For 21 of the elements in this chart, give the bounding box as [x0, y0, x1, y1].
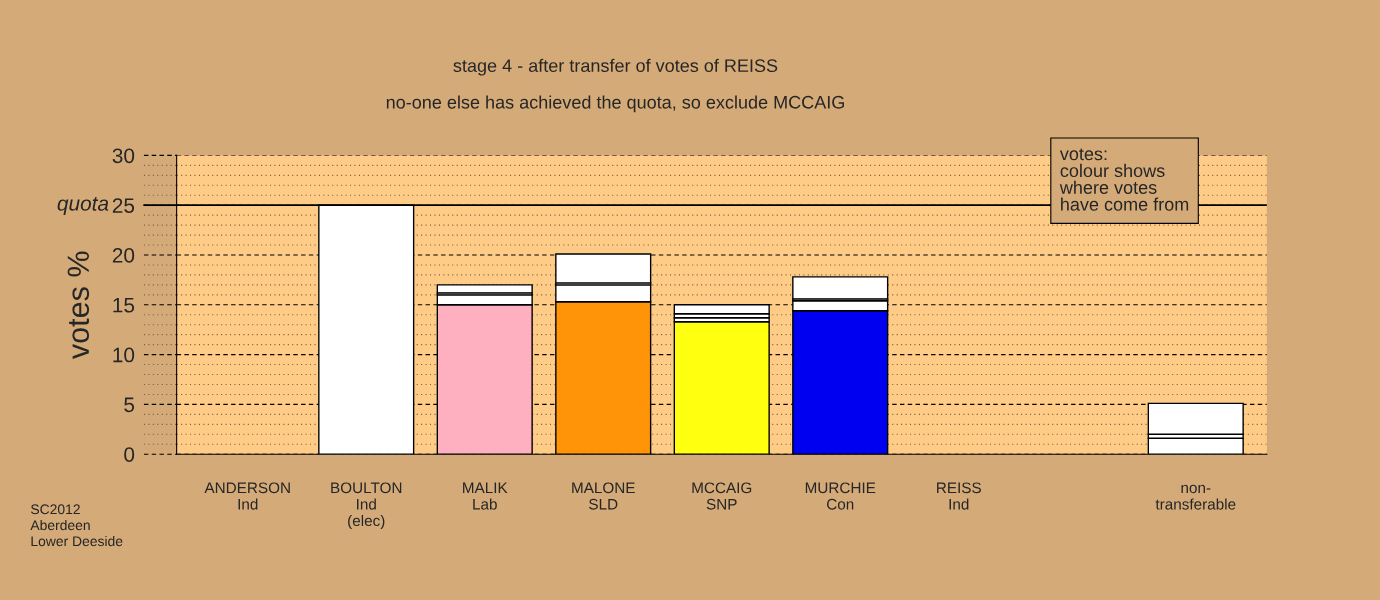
- y-tick-label: 5: [124, 397, 135, 413]
- y-tick-label: 30: [112, 148, 135, 164]
- y-axis-title: votes %: [67, 251, 90, 360]
- y-tick-label: 0: [124, 447, 135, 462]
- y-tick-label: 10: [113, 347, 135, 363]
- x-tick-label: REISS Ind: [937, 482, 981, 510]
- text: SC2012 Aberdeen Lower Deeside: [30, 504, 123, 547]
- x-tick-label: MCCAIG SNP: [692, 482, 752, 510]
- y-tick-label: 20: [112, 248, 135, 263]
- annotation: votes: colour shows where votes have come from: [1059, 148, 1189, 211]
- x-tick-label: MALIK Lab: [463, 482, 508, 510]
- x-tick-label: non- transferable: [1155, 484, 1236, 510]
- y-tick-label: 15: [113, 298, 135, 313]
- ref-line-label: quota: [57, 197, 109, 215]
- y-tick-label: 25: [112, 198, 135, 213]
- chart-subtitle: no-one else has achieved the quota, so exclude MCCAIG: [386, 95, 844, 113]
- x-tick-label: MURCHIE Con: [805, 482, 876, 510]
- chart-title: stage 4 - after transfer of votes of REISS: [453, 58, 778, 76]
- x-tick-label: MALONE SLD: [572, 482, 635, 510]
- x-tick-label: ANDERSON Ind: [204, 482, 290, 510]
- x-tick-label: BOULTON Ind (elec): [331, 482, 402, 530]
